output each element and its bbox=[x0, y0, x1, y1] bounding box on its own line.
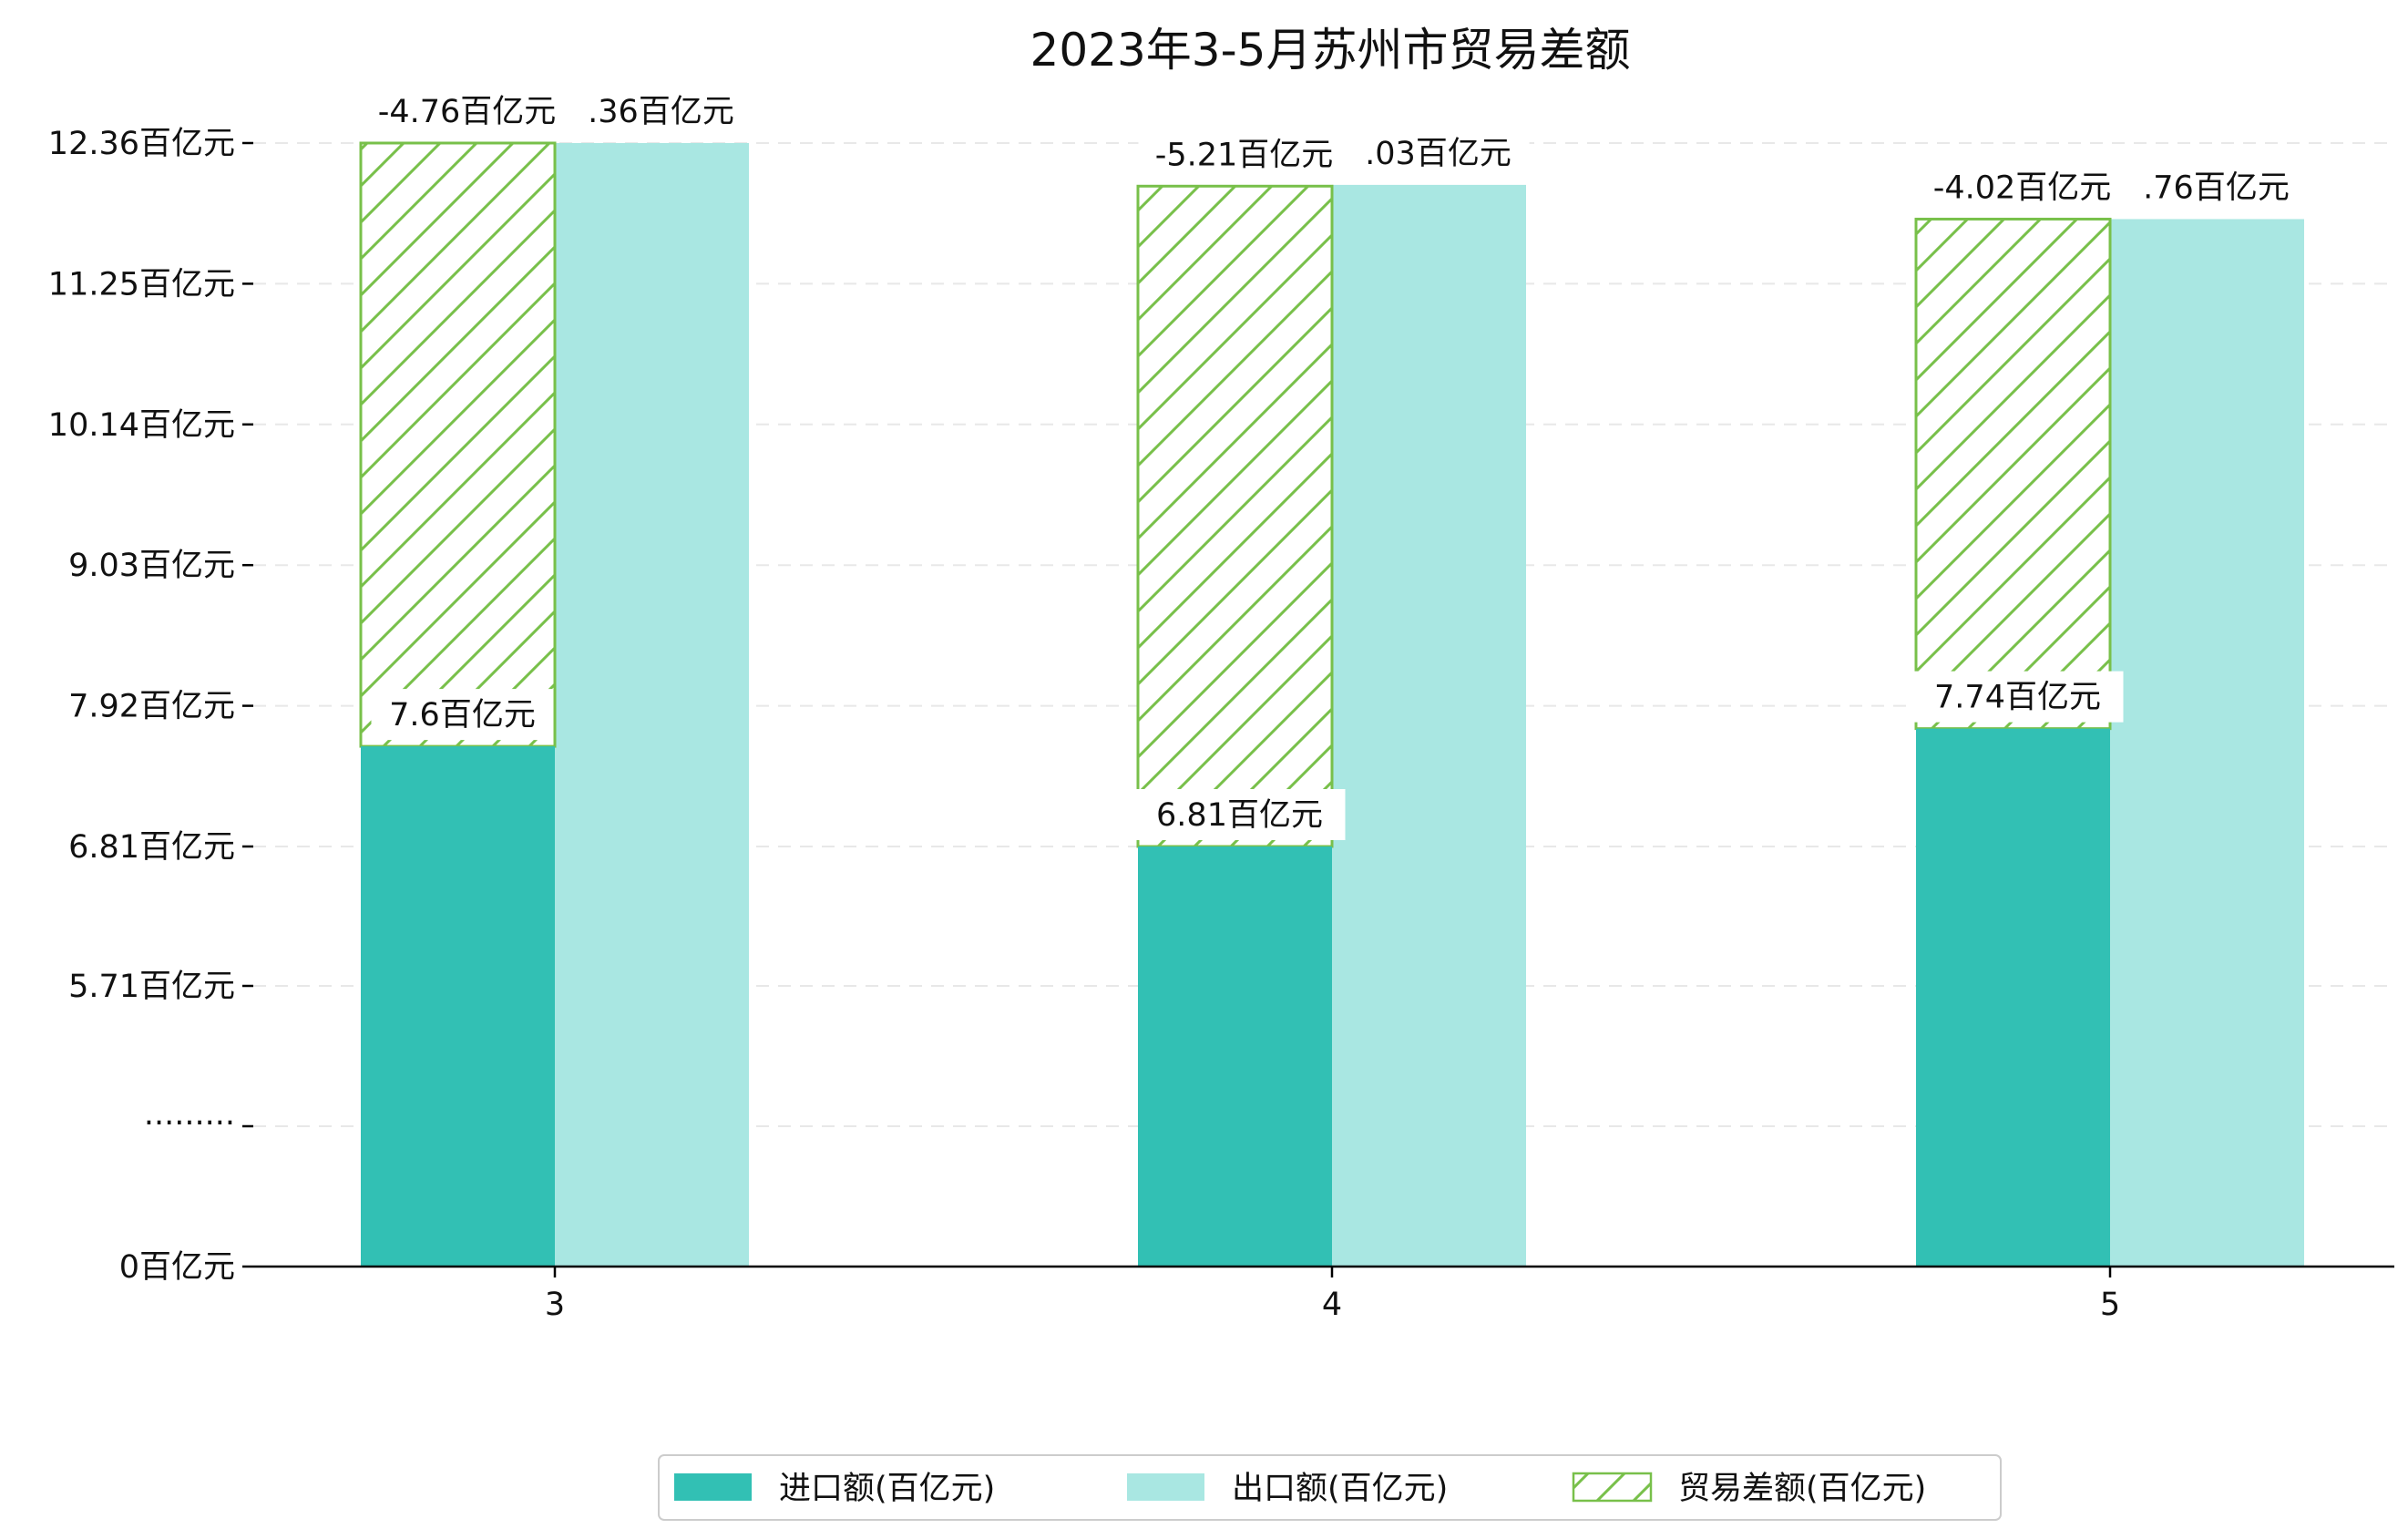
export-value-label: .36百亿元 bbox=[588, 94, 734, 130]
y-tick-label: 0百亿元 bbox=[119, 1249, 235, 1286]
legend-label: 进口额(百亿元) bbox=[779, 1471, 995, 1507]
x-tick-label: 5 bbox=[2100, 1287, 2120, 1323]
bars bbox=[359, 141, 2304, 1267]
import-bar bbox=[1916, 728, 2110, 1267]
legend-frame bbox=[658, 1454, 2002, 1521]
legend-swatch bbox=[1127, 1473, 1204, 1501]
x-tick-label: 3 bbox=[545, 1287, 565, 1323]
export-value-label-box bbox=[2125, 161, 2308, 213]
trade-balance-bar bbox=[1136, 184, 1334, 848]
legend-swatch bbox=[674, 1473, 752, 1501]
legend-swatch bbox=[1572, 1472, 1653, 1503]
axes: 0百亿元 5.71百亿元 6.81百亿元 7.92百亿元 9.03百亿元 10.14百亿元… bbox=[48, 126, 2394, 1323]
trade-balance-value-label-box bbox=[1138, 128, 1350, 180]
x-tick-label: 4 bbox=[1322, 1287, 1342, 1323]
export-value-label: .76百亿元 bbox=[2143, 169, 2290, 206]
chart-title: 2023年3-5月苏州市贸易差额 bbox=[1030, 24, 1631, 77]
data-labels: .36百亿元 -4.76百亿元 7.6百亿元 .03百亿元 -5.21百亿元 6.81百亿… bbox=[361, 85, 2308, 840]
import-value-label: 7.74百亿元 bbox=[1934, 680, 2101, 716]
export-value-label-box bbox=[569, 85, 753, 137]
trade-balance-value-label: -5.21百亿元 bbox=[1155, 137, 1334, 173]
trade-balance-value-label: -4.02百亿元 bbox=[1933, 169, 2112, 206]
import-bar bbox=[1138, 846, 1332, 1267]
legend: 进口额(百亿元) 出口额(百亿元) 贸易差额(百亿元) bbox=[658, 1454, 2002, 1521]
y-axis-break-label: ········· bbox=[144, 1105, 235, 1142]
y-tick-label: 11.25百亿元 bbox=[48, 266, 235, 303]
y-tick-label: 12.36百亿元 bbox=[48, 126, 235, 162]
y-tick-label: 7.92百亿元 bbox=[68, 689, 235, 725]
trade-balance-bar bbox=[359, 141, 557, 748]
import-value-label: 7.6百亿元 bbox=[389, 697, 536, 734]
legend-label: 贸易差额(百亿元) bbox=[1678, 1471, 1926, 1507]
trade-balance-value-label-box bbox=[361, 85, 573, 137]
export-value-label-box bbox=[1347, 127, 1530, 179]
export-bar bbox=[1332, 184, 1526, 1267]
export-value-label: .03百亿元 bbox=[1365, 136, 1511, 172]
trade-balance-value-label: -4.76百亿元 bbox=[378, 94, 557, 130]
export-bar bbox=[2110, 219, 2304, 1267]
trade-balance-value-label-box bbox=[1916, 161, 2128, 213]
y-tick-label: 9.03百亿元 bbox=[68, 548, 235, 584]
import-value-label-box bbox=[1133, 788, 1346, 840]
y-tick-label: 5.71百亿元 bbox=[68, 969, 235, 1005]
export-bar bbox=[555, 142, 749, 1267]
y-tick-label: 10.14百亿元 bbox=[48, 407, 235, 444]
legend-label: 出口额(百亿元) bbox=[1232, 1471, 1448, 1507]
import-value-label: 6.81百亿元 bbox=[1156, 797, 1323, 834]
import-bar bbox=[361, 746, 555, 1267]
trade-balance-bar bbox=[1914, 217, 2112, 731]
import-value-label-box bbox=[371, 689, 554, 741]
y-tick-label: 6.81百亿元 bbox=[68, 829, 235, 866]
import-value-label-box bbox=[1911, 671, 2124, 723]
